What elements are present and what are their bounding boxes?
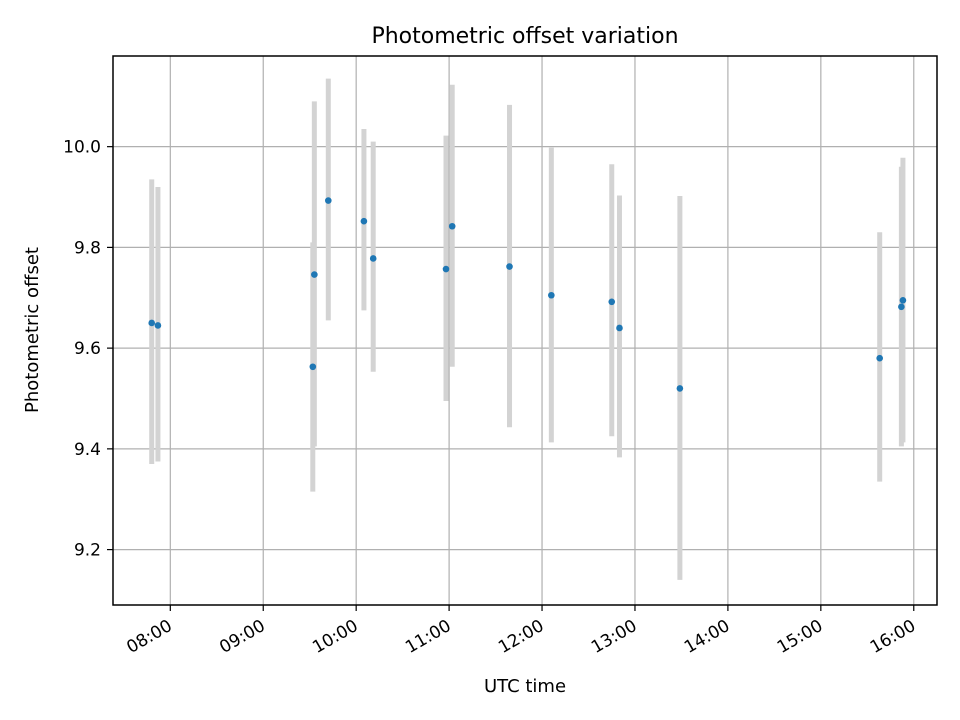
data-point — [616, 324, 623, 332]
y-axis-label: Photometric offset — [22, 247, 43, 413]
data-point — [448, 222, 456, 230]
data-point — [154, 322, 162, 329]
point-layer — [148, 197, 907, 392]
y-tick-layer: 9.2 9.4 9.6 9.8 10.0 — [63, 138, 113, 561]
y-tick-label: 9.8 — [74, 238, 101, 258]
data-point — [548, 291, 555, 299]
plot-area-frame — [112, 55, 938, 606]
grid-layer — [113, 56, 937, 605]
chart-title: Photometric offset variation — [371, 24, 678, 49]
data-point — [898, 303, 905, 311]
y-tick-label: 9.6 — [74, 339, 101, 359]
data-point — [442, 265, 450, 273]
data-point — [148, 319, 156, 327]
data-point — [369, 255, 377, 262]
data-point — [876, 354, 883, 362]
data-point — [676, 385, 684, 392]
data-point — [360, 217, 368, 225]
data-point — [899, 296, 907, 304]
y-tick-label: 10.0 — [63, 138, 101, 158]
data-point — [324, 197, 332, 204]
data-point — [608, 298, 616, 306]
data-point — [311, 271, 318, 278]
data-point — [309, 363, 317, 371]
y-tick-label: 9.4 — [74, 440, 101, 460]
y-tick-label: 9.2 — [74, 541, 101, 561]
x-axis-label: UTC time — [484, 676, 566, 697]
data-point — [506, 263, 513, 270]
